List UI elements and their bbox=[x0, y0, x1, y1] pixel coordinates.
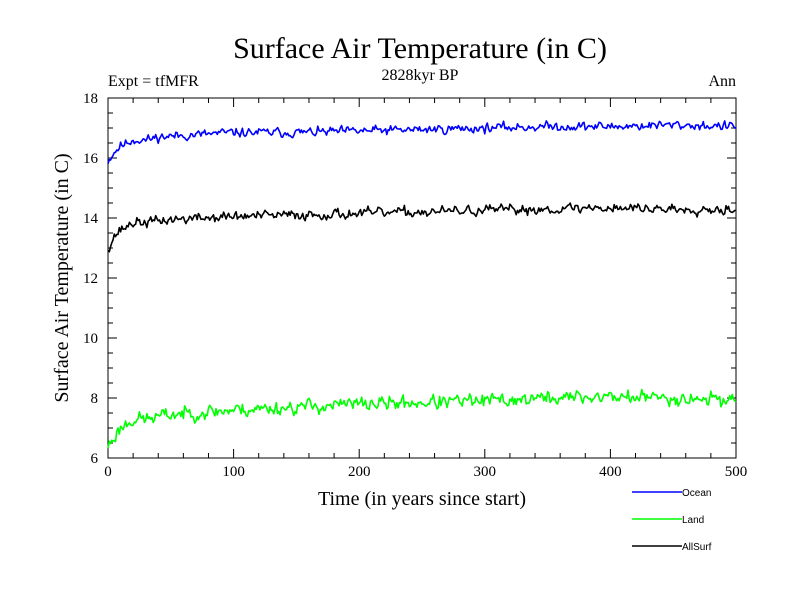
y-tick-label: 6 bbox=[91, 451, 99, 467]
legend-label-allsurf: AllSurf bbox=[682, 542, 712, 553]
legend-label-ocean: Ocean bbox=[682, 488, 711, 499]
y-tick-label: 18 bbox=[83, 91, 98, 107]
series-line-allsurf bbox=[107, 202, 737, 253]
y-tick-label: 16 bbox=[83, 151, 99, 167]
series-line-land bbox=[107, 388, 737, 449]
x-tick-label: 300 bbox=[474, 464, 497, 480]
experiment-label: Expt = tfMFR bbox=[108, 73, 199, 90]
x-tick-label: 100 bbox=[222, 464, 245, 480]
y-tick-label: 12 bbox=[83, 271, 98, 287]
x-tick-label: 500 bbox=[725, 464, 748, 480]
period-label: 2828kyr BP bbox=[382, 67, 459, 84]
legend: Ocean Land AllSurf bbox=[632, 488, 712, 553]
x-axis-label: Time (in years since start) bbox=[318, 488, 526, 510]
y-axis-label: Surface Air Temperature (in C) bbox=[51, 153, 73, 402]
x-tick-label: 0 bbox=[104, 464, 112, 480]
x-tick-label: 200 bbox=[348, 464, 371, 480]
axis-tick-labels: 0 100 200 300 400 500 6 8 10 12 14 16 18 bbox=[83, 91, 747, 480]
axis-ticks bbox=[107, 97, 737, 459]
x-tick-label: 400 bbox=[599, 464, 622, 480]
legend-label-land: Land bbox=[682, 515, 704, 526]
y-tick-label: 14 bbox=[83, 211, 99, 227]
series-line-ocean bbox=[107, 120, 737, 164]
y-tick-label: 10 bbox=[83, 331, 98, 347]
series-lines bbox=[107, 120, 737, 449]
chart-title: Surface Air Temperature (in C) bbox=[233, 32, 607, 65]
season-label: Ann bbox=[708, 73, 736, 90]
y-tick-label: 8 bbox=[91, 391, 99, 407]
